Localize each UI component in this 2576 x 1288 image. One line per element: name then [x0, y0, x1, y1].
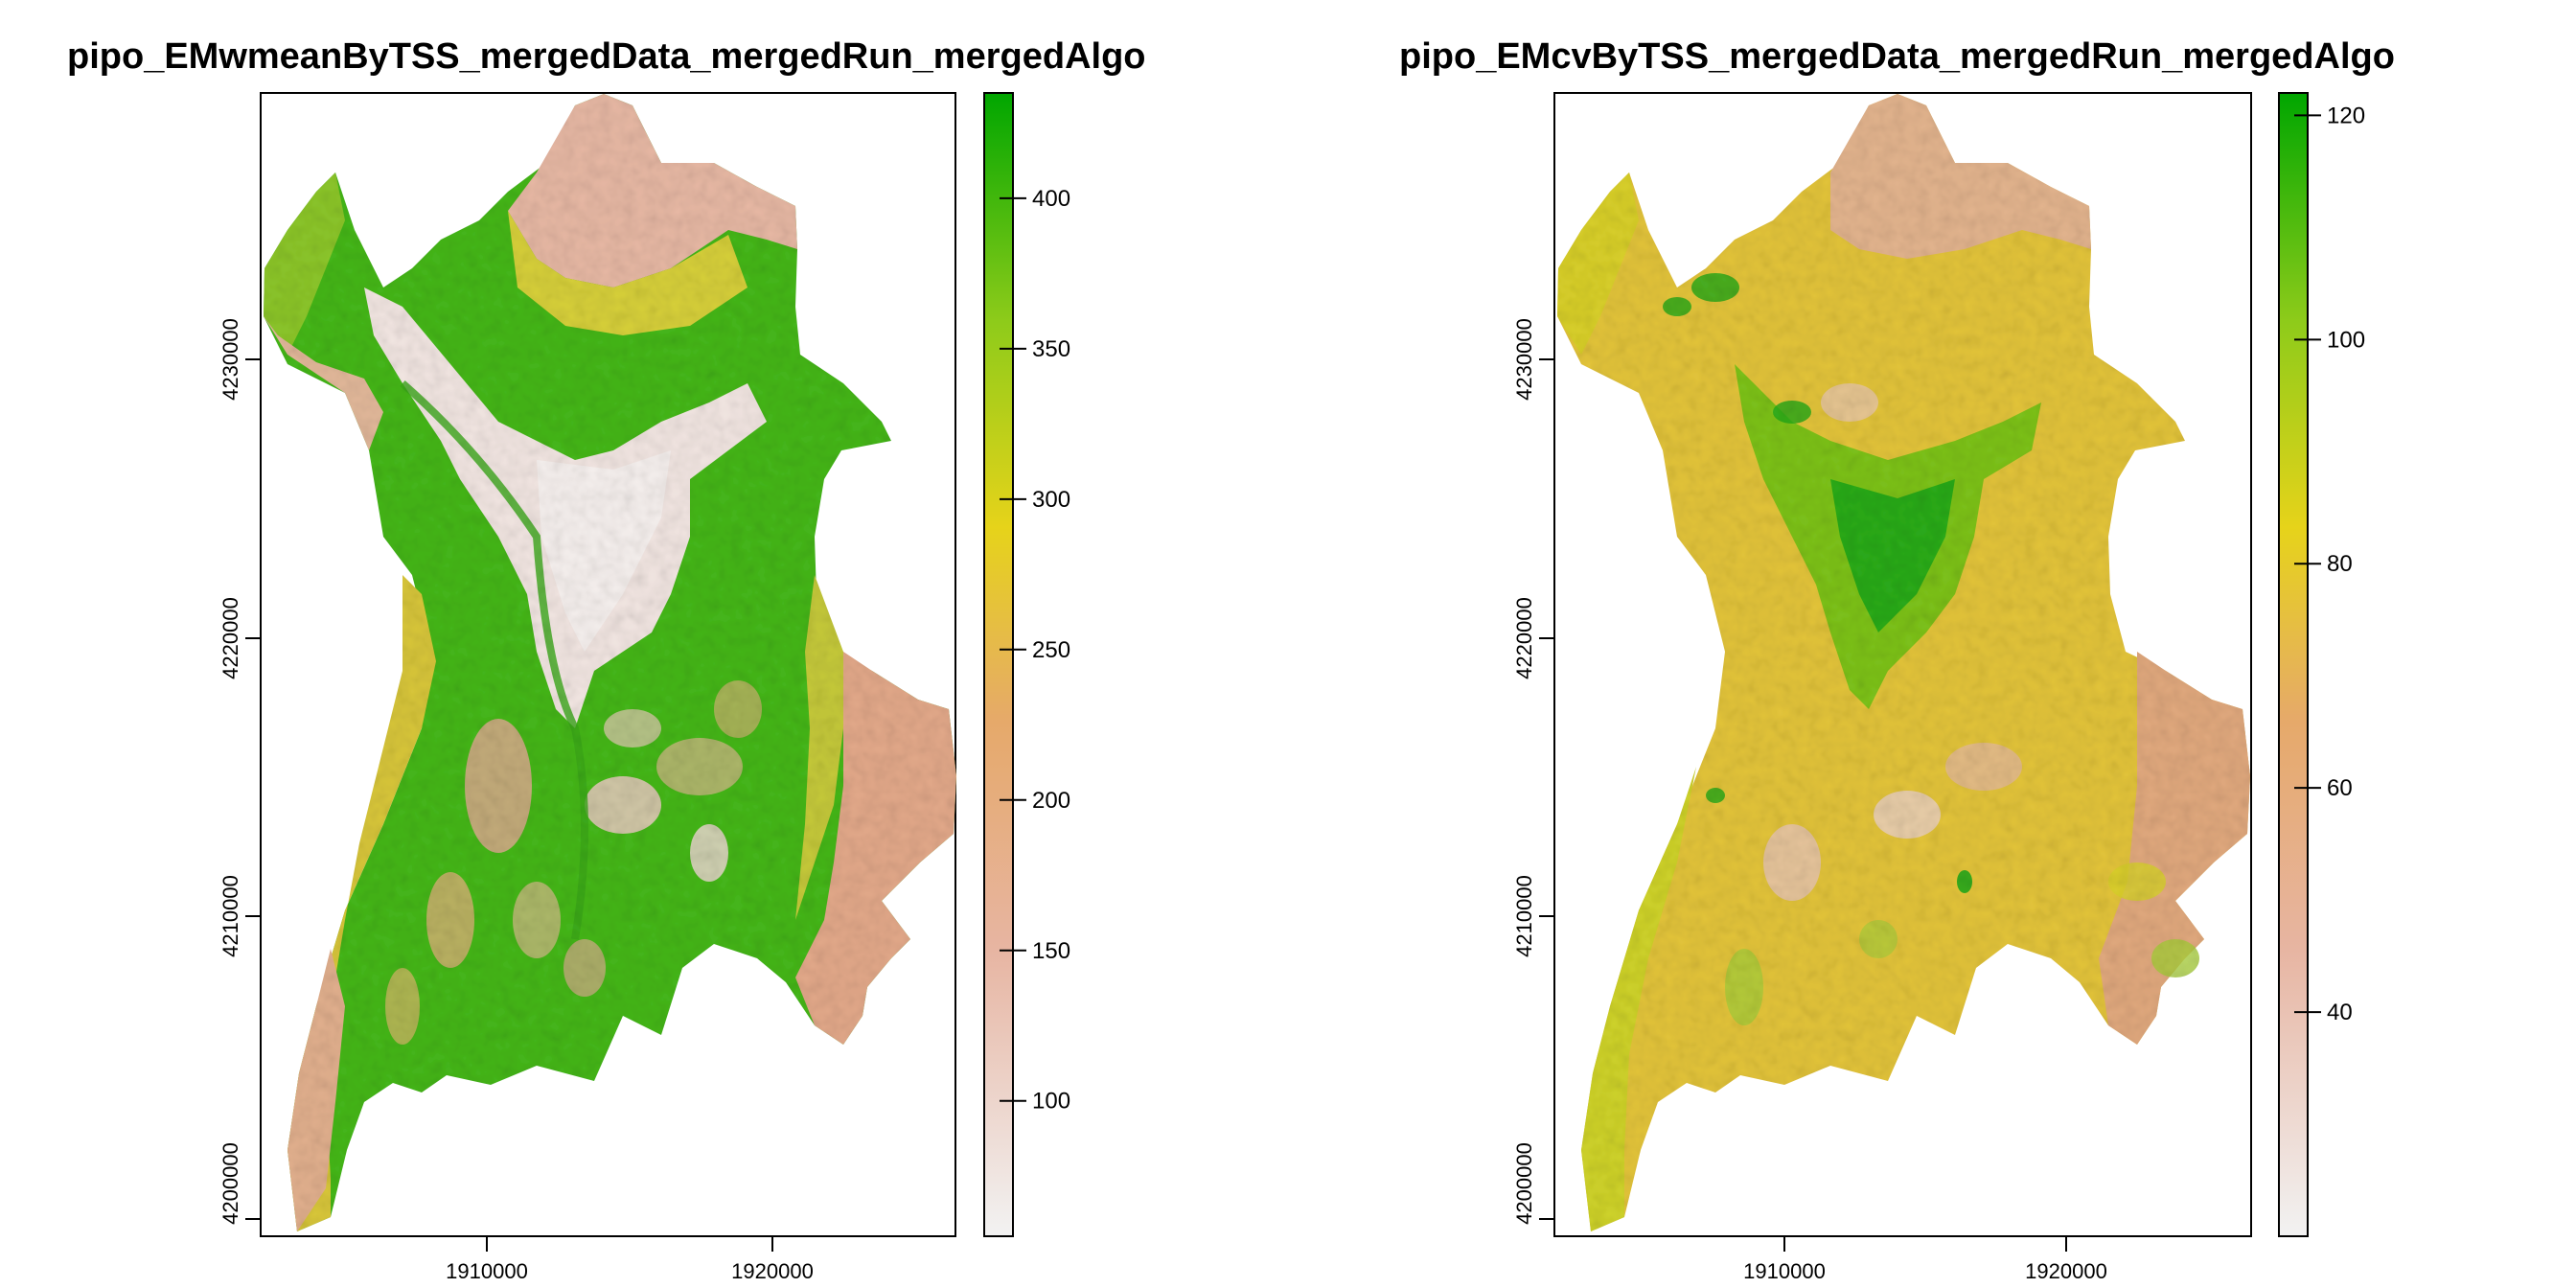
legend-tick-label: 350 — [1032, 336, 1070, 362]
y-tick-label: 4200000 — [1512, 1142, 1536, 1225]
legend-tick-label: 250 — [1032, 637, 1070, 663]
y-axis-cv: 4200000 4210000 4220000 4230000 — [1512, 318, 1554, 1225]
y-tick-label: 4210000 — [1512, 875, 1536, 957]
x-tick-label: 1920000 — [2025, 1259, 2107, 1283]
y-tick-label: 4200000 — [218, 1142, 242, 1225]
raster-cv — [1557, 94, 2250, 1231]
legend-tick-label: 400 — [1032, 186, 1070, 212]
map-panel-cv: 4200000 4210000 4220000 4230000 1910000 … — [1512, 92, 2365, 1283]
legend-cv: 40 60 80 100 120 — [2278, 92, 2365, 1237]
x-tick-label: 1920000 — [731, 1259, 814, 1283]
legend-colorbar — [983, 92, 1014, 1237]
legend-tick-label: 150 — [1032, 938, 1070, 964]
legend-tick-label: 80 — [2327, 551, 2353, 577]
y-tick-label: 4230000 — [218, 318, 242, 401]
map-title-cv: pipo_EMcvByTSS_mergedData_mergedRun_merg… — [1399, 36, 2395, 77]
y-tick-label: 4220000 — [1512, 597, 1536, 679]
y-tick-label: 4210000 — [218, 875, 242, 957]
y-tick-label: 4230000 — [1512, 318, 1536, 401]
x-tick-label: 1910000 — [1743, 1259, 1826, 1283]
legend-wmean: 100 150 200 250 300 350 400 — [983, 92, 1070, 1237]
x-axis-cv: 1910000 1920000 — [1743, 1236, 2107, 1283]
legend-tick-label: 100 — [2327, 327, 2365, 353]
map-title-wmean: pipo_EMwmeanByTSS_mergedData_mergedRun_m… — [67, 36, 1146, 77]
map-frame — [260, 92, 956, 1237]
legend-tick-label: 300 — [1032, 487, 1070, 513]
x-axis-wmean: 1910000 1920000 — [446, 1236, 814, 1283]
x-tick-label: 1910000 — [446, 1259, 528, 1283]
legend-colorbar — [2278, 92, 2309, 1237]
map-frame — [1553, 92, 2252, 1237]
y-tick-label: 4220000 — [218, 597, 242, 679]
legend-tick-label: 60 — [2327, 775, 2353, 801]
y-axis-wmean: 4200000 4210000 4220000 4230000 — [218, 318, 261, 1225]
map-panel-wmean: 4200000 4210000 4220000 4230000 1910000 … — [218, 92, 1070, 1283]
raster-wmean — [264, 94, 956, 1231]
legend-tick-label: 40 — [2327, 1000, 2353, 1025]
legend-tick-label: 200 — [1032, 788, 1070, 814]
legend-tick-label: 100 — [1032, 1089, 1070, 1115]
legend-tick-label: 120 — [2327, 103, 2365, 128]
